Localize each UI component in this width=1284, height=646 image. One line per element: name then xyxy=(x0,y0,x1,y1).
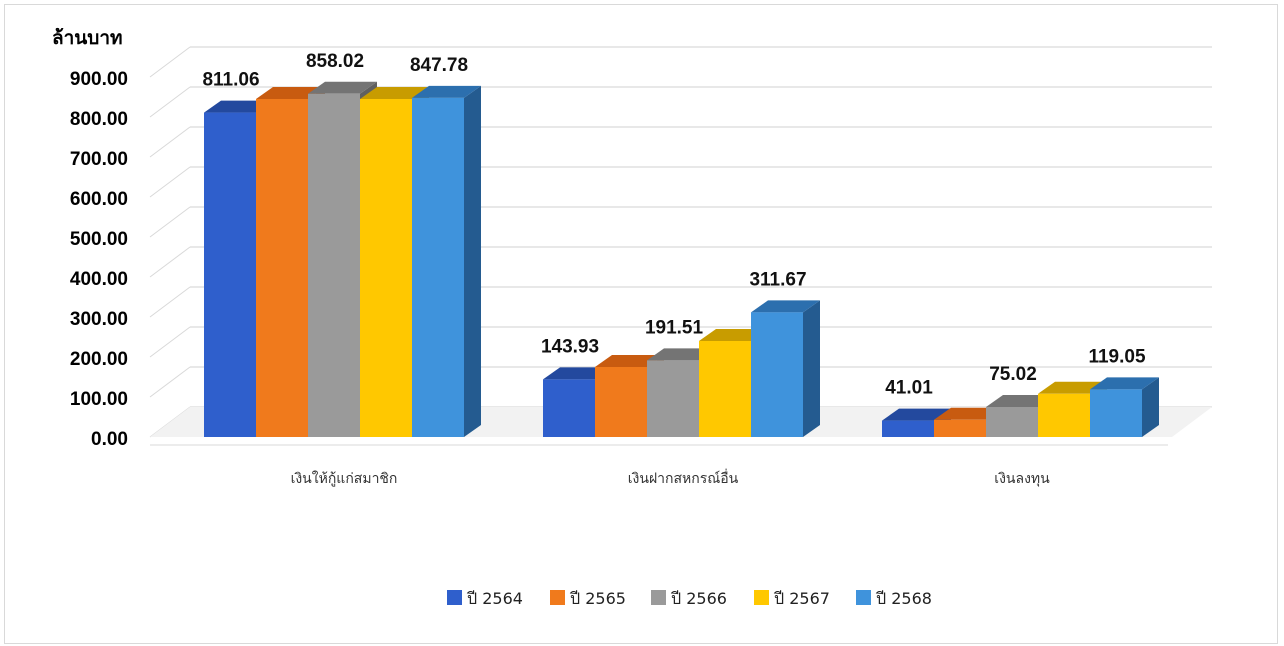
legend-label: ปี 2567 xyxy=(774,589,830,608)
bar-top xyxy=(647,348,716,361)
bar-top xyxy=(412,85,481,98)
bar xyxy=(699,341,751,437)
bar-top xyxy=(882,408,951,421)
bar xyxy=(986,406,1038,437)
bar xyxy=(543,379,595,437)
legend-swatch xyxy=(447,590,462,605)
data-label: 847.78 xyxy=(410,55,468,76)
y-tick-label: 0.00 xyxy=(91,429,128,450)
data-labels: 811.06 858.02 847.78 143.93 191.51 311.67 41.0… xyxy=(202,51,1145,399)
bar-side xyxy=(464,85,481,437)
bar xyxy=(595,367,647,437)
y-tick-label: 200.00 xyxy=(70,349,128,370)
x-category-label: เงินลงทุน xyxy=(994,471,1050,487)
data-label: 191.51 xyxy=(645,317,704,338)
gridline-wall xyxy=(149,246,191,278)
gridline-wall xyxy=(149,166,191,198)
y-tick-label: 400.00 xyxy=(70,269,128,290)
legend-label: ปี 2564 xyxy=(467,589,523,608)
bar xyxy=(360,99,412,437)
y-tick-label: 500.00 xyxy=(70,229,128,250)
legend-swatch xyxy=(550,590,565,605)
y-tick-label: 900.00 xyxy=(70,69,128,90)
bars xyxy=(204,81,1159,438)
data-label: 75.02 xyxy=(989,364,1037,385)
data-label: 311.67 xyxy=(749,269,806,290)
y-axis-unit-label: ล้านบาท xyxy=(52,27,123,49)
bar-top xyxy=(934,407,1003,420)
bar-side xyxy=(1142,377,1159,437)
legend-label: ปี 2565 xyxy=(570,589,626,608)
bar-side xyxy=(803,300,820,437)
data-label: 119.05 xyxy=(1088,346,1145,367)
gridline-wall xyxy=(149,326,191,358)
bar-top xyxy=(986,394,1055,407)
y-axis-ticks: 0.00 100.00 200.00 300.00 400.00 500.00 600.00… xyxy=(70,69,128,450)
bar xyxy=(412,97,464,437)
data-label: 858.02 xyxy=(306,51,364,72)
y-tick-label: 800.00 xyxy=(70,109,128,130)
legend: ปี 2564 ปี 2565 ปี 2566 ปี 2567 ปี 2568 xyxy=(447,589,932,608)
bar-top xyxy=(699,329,768,341)
data-label: 143.93 xyxy=(541,336,599,357)
bar-top xyxy=(1090,377,1159,390)
x-category-label: เงินให้กู้แก่สมาชิก xyxy=(291,470,398,487)
y-tick-label: 700.00 xyxy=(70,149,128,170)
bar xyxy=(204,112,256,438)
x-axis-categories: เงินให้กู้แก่สมาชิก เงินฝากสหกรณ์อื่น เงิน… xyxy=(291,469,1051,487)
legend-swatch xyxy=(651,590,666,605)
legend-label: ปี 2566 xyxy=(671,589,727,608)
data-label: 811.06 xyxy=(202,70,259,91)
legend-label: ปี 2568 xyxy=(876,589,932,608)
bar-top xyxy=(543,367,612,380)
bar-top xyxy=(1038,381,1107,394)
bar xyxy=(751,312,803,437)
y-tick-label: 100.00 xyxy=(70,389,128,410)
gridline-wall xyxy=(149,46,191,78)
gridline-wall xyxy=(149,86,191,118)
bar xyxy=(647,360,699,437)
bar xyxy=(882,420,934,437)
legend-swatch xyxy=(754,590,769,605)
bar-top xyxy=(751,300,820,313)
legend-swatch xyxy=(856,590,871,605)
bar-top xyxy=(595,355,664,367)
bar xyxy=(1090,389,1142,437)
bar xyxy=(934,419,986,437)
gridline-wall xyxy=(149,126,191,158)
bar xyxy=(1038,393,1090,437)
y-tick-label: 300.00 xyxy=(70,309,128,330)
x-category-label: เงินฝากสหกรณ์อื่น xyxy=(628,469,739,487)
gridline-wall xyxy=(149,206,191,238)
bar-top xyxy=(204,100,273,113)
data-label: 41.01 xyxy=(885,378,933,399)
bar-top xyxy=(256,87,325,99)
y-tick-label: 600.00 xyxy=(70,189,128,210)
bar xyxy=(308,93,360,438)
gridline-wall xyxy=(149,286,191,318)
bar-top xyxy=(308,81,377,94)
gridline-wall xyxy=(149,366,191,398)
bar xyxy=(256,99,308,437)
bar-top xyxy=(360,87,429,99)
